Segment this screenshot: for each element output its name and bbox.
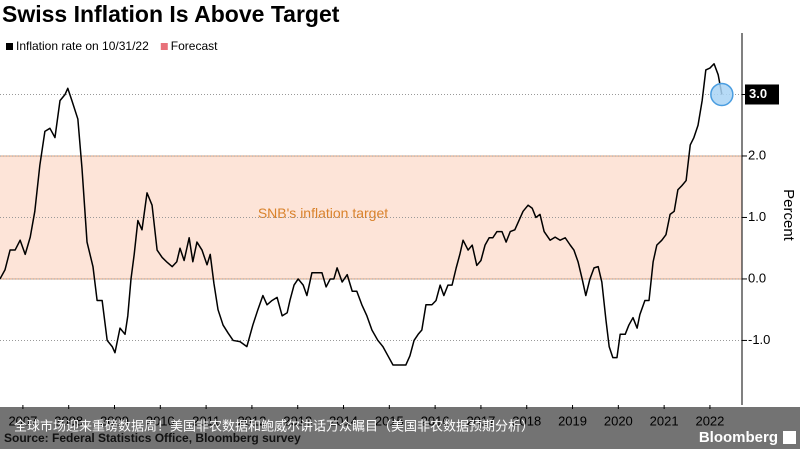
last-point xyxy=(710,82,734,107)
y-tick-label: 1.0 xyxy=(748,209,766,224)
overlay-text: 全球市场迎来重磅数据周！美国非农数据和鲍威尔讲话万众瞩目（美国非农数据预期分析） xyxy=(14,418,534,433)
y-tick-label: 2.0 xyxy=(748,147,766,162)
y-tick-label: 0.0 xyxy=(748,270,766,285)
brand: Bloomberg xyxy=(699,429,778,446)
annotation: SNB's inflation target xyxy=(258,205,388,221)
source: Source: Federal Statistics Office, Bloom… xyxy=(4,431,301,445)
legend-swatch xyxy=(6,43,13,50)
chart-title: Swiss Inflation Is Above Target xyxy=(2,1,340,27)
legend-swatch xyxy=(160,43,168,50)
legend-label: Forecast xyxy=(171,39,218,53)
value-label-box xyxy=(745,84,779,105)
brand-icon xyxy=(783,431,796,444)
y-tick-label: -1.0 xyxy=(748,332,770,347)
legend-label: Inflation rate on 10/31/22 xyxy=(16,39,149,53)
y-axis-label: Percent xyxy=(780,189,797,242)
series-line xyxy=(0,62,723,366)
value-label: 3.0 xyxy=(749,86,767,101)
overlay-strip xyxy=(0,407,800,449)
